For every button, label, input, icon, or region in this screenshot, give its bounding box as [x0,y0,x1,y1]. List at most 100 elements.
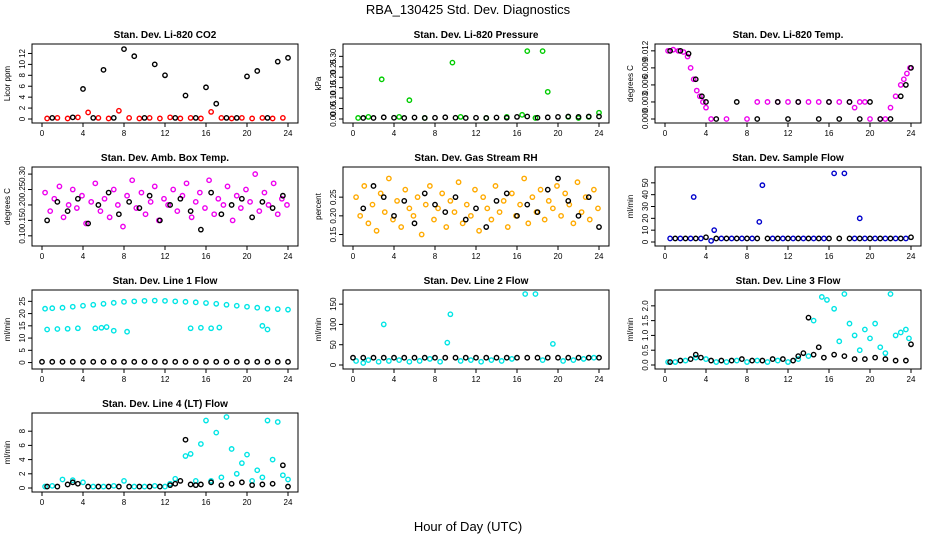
data-point [795,356,802,362]
data-point [244,73,250,80]
data-point [223,358,230,365]
y-tick-label: 0 [18,116,27,121]
data-point [274,306,281,313]
y-tick-label: 0.20 [18,197,27,213]
data-point [100,358,107,365]
data-point [677,357,684,364]
data-point [136,483,143,490]
data-point [672,359,679,365]
data-point [192,115,199,121]
data-point [146,192,153,199]
data-point [110,186,117,193]
data-point [790,235,797,242]
data-point [877,116,884,122]
series-points [353,175,601,238]
data-point [800,235,807,242]
data-point [115,211,122,218]
y-tick-label: 8 [18,428,27,433]
data-point [162,358,168,365]
data-point [249,214,256,221]
data-point [749,357,756,364]
data-point [47,208,54,215]
data-point [74,195,81,202]
data-point [233,115,240,121]
data-point [213,358,220,365]
data-point [484,205,491,212]
data-point [254,358,261,365]
data-point [449,59,456,66]
data-point [503,114,510,121]
x-tick-label: 20 [243,375,252,384]
data-point [756,218,763,225]
x-tick-label: 12 [161,129,170,138]
data-point [162,297,168,304]
data-point [391,354,397,361]
data-point [278,195,285,202]
data-point [124,328,130,335]
y-tick-label: 0.5 [641,344,650,356]
data-point [570,357,577,364]
data-point [467,357,474,364]
data-point [151,297,158,304]
panel-title: Stan. Dev. Line 3 Flow [736,276,841,287]
data-point [59,358,66,365]
data-point [500,197,507,204]
data-point [187,115,194,121]
data-point [867,335,873,342]
x-tick-label: 8 [433,129,438,138]
data-point [410,212,417,219]
x-tick-label: 4 [704,129,709,138]
data-point [558,212,564,219]
data-point [555,175,561,182]
data-point [151,61,158,68]
data-point [846,235,853,242]
x-tick-label: 24 [284,129,293,138]
data-point [749,235,756,242]
data-point [259,198,266,205]
data-point [243,186,249,193]
data-point [439,190,446,197]
data-point [785,99,791,105]
data-point [167,114,174,121]
x-tick-label: 16 [825,129,834,138]
data-point [279,115,286,121]
series-points [42,171,290,230]
data-point [578,209,585,216]
data-point [360,360,367,366]
data-point [457,358,464,364]
data-point [539,357,546,364]
x-tick-label: 4 [81,129,86,138]
y-axis-label: degrees C [626,65,635,102]
data-point [95,115,102,121]
data-point [121,298,127,305]
data-point [473,354,479,361]
plot-box [654,43,922,124]
series-points [39,358,291,365]
data-point [667,235,674,242]
data-point [110,358,117,365]
data-point [92,180,99,187]
data-point [554,183,560,189]
x-tick-label: 20 [866,375,875,384]
data-point [818,294,825,300]
data-point [197,226,204,233]
data-point [224,183,231,190]
y-axis-label: degrees C [3,188,12,225]
data-point [218,482,225,489]
data-point [142,211,149,218]
data-point [380,194,387,201]
data-point [447,311,454,318]
data-point [360,115,367,121]
data-point [596,113,602,120]
data-point [544,354,551,361]
data-point [595,205,601,212]
x-tick-label: 24 [595,375,604,384]
data-point [54,115,61,121]
data-point [856,235,863,242]
data-point [586,216,593,223]
data-point [498,358,505,364]
data-point [259,474,266,481]
x-tick-label: 12 [784,252,793,261]
y-tick-label: 0.15 [329,226,338,242]
y-tick-label: 6 [18,443,27,448]
